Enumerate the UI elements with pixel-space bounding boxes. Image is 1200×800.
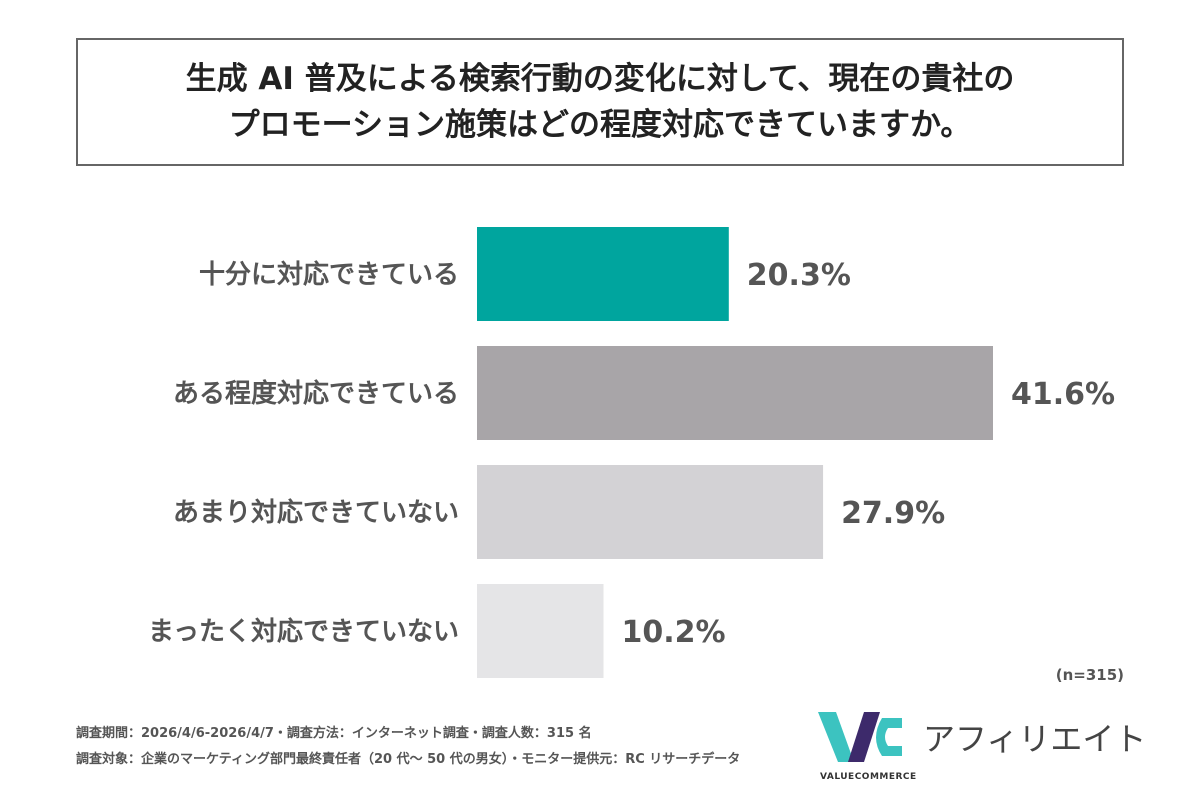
category-label-3: あまり対応できていない xyxy=(173,497,459,528)
value-label-4: 10.2% xyxy=(622,615,726,650)
value-label-1: 20.3% xyxy=(747,258,851,293)
title-box: 生成 AI 普及による検索行動の変化に対して、現在の貴社の プロモーション施策は… xyxy=(76,38,1124,166)
category-label-1: 十分に対応できている xyxy=(199,259,459,290)
logo-subtext: VALUECOMMERCE xyxy=(820,772,917,782)
chart-title-line-2: プロモーション施策はどの程度対応できていますか。 xyxy=(228,107,972,143)
bar-3 xyxy=(477,465,824,559)
logo-wordmark: アフィリエイト xyxy=(923,720,1147,758)
valuecommerce-logo: アフィリエイト VALUECOMMERCE xyxy=(818,706,1146,790)
bar-4 xyxy=(477,584,604,678)
chart-title-line-1: 生成 AI 普及による検索行動の変化に対して、現在の貴社の xyxy=(185,61,1015,97)
value-label-3: 27.9% xyxy=(841,496,945,531)
sample-size-note: (n=315) xyxy=(1055,666,1124,684)
category-label-2: ある程度対応できている xyxy=(173,378,459,409)
category-label-4: まったく対応できていない xyxy=(148,616,459,647)
survey-target-note: 調査対象：企業のマーケティング部門最終責任者（20 代～ 50 代の男女）・モニ… xyxy=(76,752,741,767)
bar-1 xyxy=(477,227,729,321)
vc-logo-icon xyxy=(818,712,902,762)
bar-2 xyxy=(477,346,993,440)
survey-period-note: 調査期間：2026/4/6-2026/4/7・調査方法：インターネット調査・調査… xyxy=(76,726,592,741)
bar-chart: 十分に対応できている 20.3% ある程度対応できている 41.6% あまり対応できてい… xyxy=(148,227,1115,678)
value-label-2: 41.6% xyxy=(1011,377,1115,412)
